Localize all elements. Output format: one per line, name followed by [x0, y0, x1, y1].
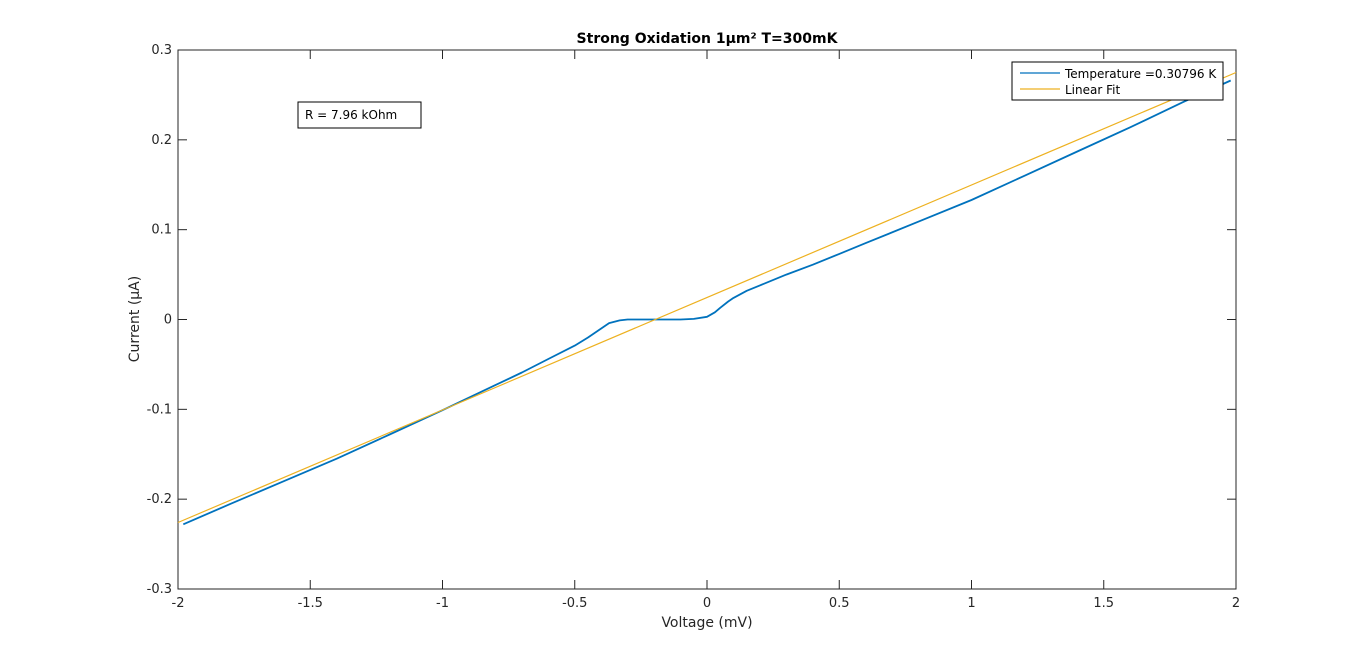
- legend-box: [1011, 61, 1224, 101]
- x-tick-label: 2: [1232, 596, 1240, 611]
- y-tick-label: -0.1: [147, 402, 172, 417]
- x-tick-label: -0.5: [562, 596, 587, 611]
- y-tick-label: 0: [164, 313, 172, 328]
- y-ticks: -0.3 -0.2 -0.1 0 0.1 0.2 0.3: [147, 43, 1236, 597]
- series-line-linear-fit: [177, 71, 1237, 524]
- annotation-text: R = 7.96 kOhm: [305, 108, 397, 122]
- x-tick-label: -1: [436, 596, 449, 611]
- annotation-border: [297, 101, 422, 129]
- chart-title: Strong Oxidation 1μm² T=300mK: [577, 31, 839, 47]
- x-tick-label: -1.5: [298, 596, 323, 611]
- y-tick-label: -0.2: [147, 492, 172, 507]
- x-tick-label: 0.5: [829, 596, 850, 611]
- y-axis-label: Current (μA): [127, 276, 143, 362]
- y-tick-label: 0.3: [151, 43, 172, 58]
- legend: Temperature =0.30796 K Linear Fit: [1011, 61, 1224, 101]
- plot-area: [177, 49, 1237, 590]
- y-tick-label: 0.1: [151, 223, 172, 238]
- x-tick-label: 1: [967, 596, 975, 611]
- y-tick-label: -0.3: [147, 582, 172, 597]
- x-tick-label: 0: [703, 596, 711, 611]
- annotation-box: R = 7.96 kOhm: [297, 101, 422, 129]
- x-tick-label: 1.5: [1093, 596, 1114, 611]
- legend-label-temperature: Temperature =0.30796 K: [1064, 67, 1217, 81]
- x-ticks: -2 -1.5 -1 -0.5 0 0.5 1 1.5 2: [172, 50, 1240, 611]
- series-line-temperature: [182, 79, 1232, 526]
- legend-label-linear-fit: Linear Fit: [1065, 83, 1120, 97]
- x-tick-label: -2: [172, 596, 185, 611]
- y-tick-label: 0.2: [151, 133, 172, 148]
- series-lines: [177, 71, 1237, 526]
- x-axis-label: Voltage (mV): [661, 615, 752, 631]
